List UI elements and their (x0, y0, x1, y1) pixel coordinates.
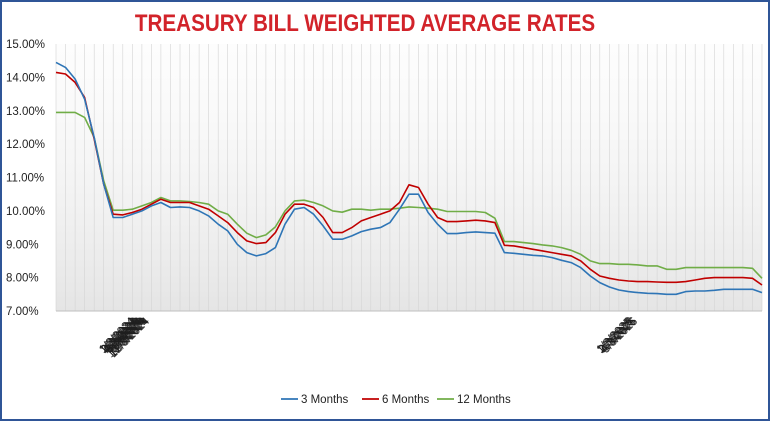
legend-label: 6 Months (382, 394, 430, 406)
grid-lines (55, 44, 763, 312)
y-tick-label: 7.00% (6, 306, 39, 318)
legend: 3 Months 6 Months 12 Months (281, 394, 511, 406)
series-lines (55, 61, 763, 296)
x-axis: 1/3/20242/3/20243/3/20244/3/20245/3/2024… (97, 315, 640, 360)
y-tick-label: 10.00% (6, 206, 45, 218)
y-tick-label: 9.00% (6, 239, 39, 251)
y-tick-label: 8.00% (6, 273, 39, 285)
chart-title: TREASURY BILL WEIGHTED AVERAGE RATES (134, 10, 596, 37)
series-line-3-months (55, 61, 763, 296)
y-tick-label: 14.00% (6, 72, 45, 84)
legend-label: 12 Months (457, 394, 511, 406)
y-tick-label: 15.00% (6, 39, 45, 51)
y-tick-label: 13.00% (6, 106, 45, 118)
series-line-6-months (55, 71, 763, 286)
series-line-12-months (56, 111, 763, 279)
legend-label: 3 Months (301, 394, 349, 406)
y-tick-label: 12.00% (6, 139, 45, 151)
y-axis: 7.00% 8.00% 9.00% 10.00% 11.00% 12.00% 13.00% 1… (6, 39, 45, 318)
y-tick-label: 11.00% (6, 173, 44, 185)
